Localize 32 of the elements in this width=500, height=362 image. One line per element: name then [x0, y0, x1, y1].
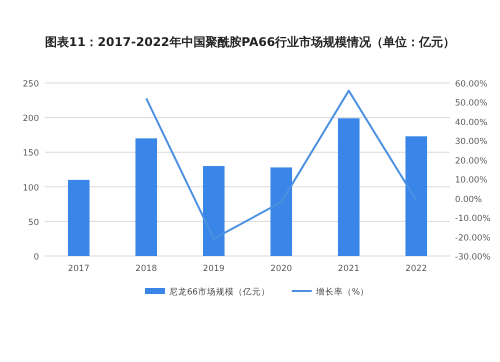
y2-tick-label: 50.00% [455, 98, 488, 109]
bar [68, 180, 90, 256]
legend-label: 增长率（%） [314, 286, 369, 298]
y-tick-label: 150 [22, 148, 39, 159]
bar [338, 118, 360, 256]
y2-tick-label: 10.00% [455, 176, 488, 186]
line-series [145, 90, 418, 240]
y2-tick-label: 20.00% [455, 156, 488, 166]
y-tick-label: 200 [22, 114, 39, 124]
y2-tick-label: 30.00% [455, 137, 488, 148]
x-tick-label: 2021 [338, 264, 360, 274]
bar [270, 167, 292, 256]
x-tick-label: 2020 [270, 264, 292, 274]
y2-tick-label: -10.00% [455, 214, 490, 224]
y2-tick-label: 40.00% [455, 118, 488, 128]
x-tick-label: 2019 [202, 264, 225, 274]
chart-title: 图表11：2017-2022年中国聚酰胺PA66行业市场规模情况（单位：亿元） [44, 35, 456, 49]
y2-tick-label: 0.00% [455, 194, 482, 205]
y2-tick-label: -30.00% [455, 252, 490, 262]
bar [135, 138, 158, 256]
y2-tick-label: -20.00% [455, 233, 490, 244]
x-tick-label: 2017 [68, 264, 90, 274]
y-tick-label: 100 [22, 183, 39, 194]
bar [405, 136, 428, 256]
bar [202, 166, 225, 256]
y-tick-label: 0 [34, 252, 39, 262]
y-tick-label: 250 [22, 80, 39, 90]
y2-tick-label: 60.00% [455, 80, 488, 90]
x-tick-label: 2018 [135, 264, 158, 274]
legend-label: 尼龙66市场规模（亿元） [169, 286, 270, 298]
x-tick-label: 2022 [405, 264, 428, 274]
y-tick-label: 50 [28, 218, 39, 228]
